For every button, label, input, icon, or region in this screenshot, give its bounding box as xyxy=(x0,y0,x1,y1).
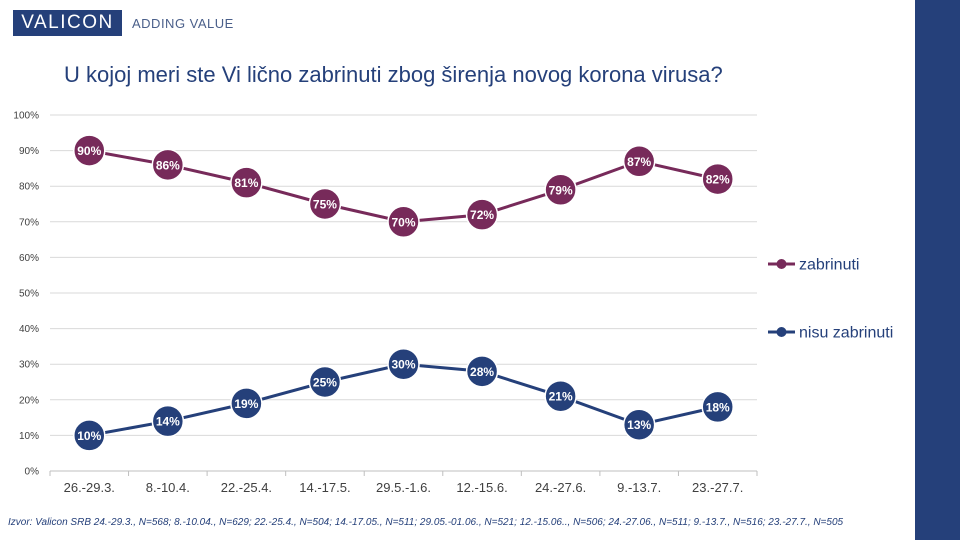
x-tick-label: 8.-10.4. xyxy=(146,480,190,495)
data-point xyxy=(73,134,106,167)
x-tick-label: 24.-27.6. xyxy=(535,480,586,495)
chart-legend: zabrinuti nisu zabrinuti xyxy=(768,257,893,342)
y-tick-label: 90% xyxy=(19,146,39,157)
valicon-logo: VALICON xyxy=(13,10,122,36)
data-label: 82% xyxy=(706,173,730,187)
series-points: 90% 86% 81% 75% 70% 72% 79% 87% 82% 10% 14% 19% 25% 3… xyxy=(73,134,734,452)
x-tick-label: 9.-13.7. xyxy=(617,480,661,495)
data-label: 87% xyxy=(627,155,651,169)
data-label: 28% xyxy=(470,365,494,379)
y-tick-label: 80% xyxy=(19,182,39,193)
data-label: 21% xyxy=(549,390,573,404)
data-point xyxy=(622,145,656,178)
data-point xyxy=(230,166,263,199)
x-tick-label: 14.-17.5. xyxy=(299,480,350,495)
data-label: 90% xyxy=(77,144,101,158)
y-tick-label: 60% xyxy=(19,253,39,264)
x-axis-ticks: 26.-29.3. 8.-10.4. 22.-25.4. 14.-17.5. 29.5.… xyxy=(49,471,758,495)
data-point xyxy=(544,379,577,413)
legend-marker xyxy=(776,327,787,337)
y-axis-ticks: 0% 10% 20% 30% 40% 50% 60% 70% 80% 90% 100% xyxy=(13,111,39,478)
data-label: 70% xyxy=(391,215,415,229)
data-point xyxy=(230,387,263,420)
data-point xyxy=(308,365,342,399)
legend-label: zabrinuti xyxy=(799,257,859,274)
data-point xyxy=(701,162,734,196)
data-label: 86% xyxy=(156,158,180,172)
y-tick-label: 70% xyxy=(19,217,39,228)
y-tick-label: 30% xyxy=(19,360,39,371)
data-label: 79% xyxy=(549,183,573,197)
legend-marker xyxy=(776,259,787,269)
data-label: 14% xyxy=(156,415,180,429)
data-point xyxy=(151,148,185,182)
right-accent-bar xyxy=(915,0,960,540)
data-point xyxy=(387,205,420,239)
data-point xyxy=(151,404,185,438)
data-point xyxy=(622,408,656,441)
x-tick-label: 12.-15.6. xyxy=(456,480,507,495)
x-tick-label: 29.5.-1.6. xyxy=(376,480,431,495)
data-label: 25% xyxy=(313,376,337,390)
data-point xyxy=(465,355,499,388)
y-tick-label: 50% xyxy=(19,289,39,300)
y-tick-label: 10% xyxy=(19,431,39,442)
data-point xyxy=(73,419,106,452)
data-label: 18% xyxy=(706,400,730,414)
data-point xyxy=(544,173,577,207)
data-label: 75% xyxy=(313,198,337,212)
x-tick-label: 26.-29.3. xyxy=(64,480,115,495)
data-label: 13% xyxy=(627,418,651,432)
x-tick-label: 23.-27.7. xyxy=(692,480,743,495)
source-footnote: Izvor: Valicon SRB 24.-29.3., N=568; 8.-… xyxy=(8,517,844,528)
data-point xyxy=(701,390,734,424)
data-label: 30% xyxy=(391,358,415,372)
y-tick-label: 40% xyxy=(19,324,39,335)
y-tick-label: 20% xyxy=(19,395,39,406)
legend-label: nisu zabrinuti xyxy=(799,325,893,342)
data-point xyxy=(387,347,420,381)
brand-tagline: ADDING VALUE xyxy=(132,16,234,31)
data-label: 10% xyxy=(77,429,101,443)
data-label: 72% xyxy=(470,208,494,222)
data-point xyxy=(308,187,342,221)
y-tick-label: 0% xyxy=(25,467,40,478)
data-label: 81% xyxy=(234,176,258,190)
data-label: 19% xyxy=(234,397,258,411)
y-tick-label: 100% xyxy=(13,111,39,122)
chart-title: U kojoj meri ste Vi lično zabrinuti zbog… xyxy=(64,62,723,87)
x-tick-label: 22.-25.4. xyxy=(221,480,272,495)
data-point xyxy=(465,198,499,231)
